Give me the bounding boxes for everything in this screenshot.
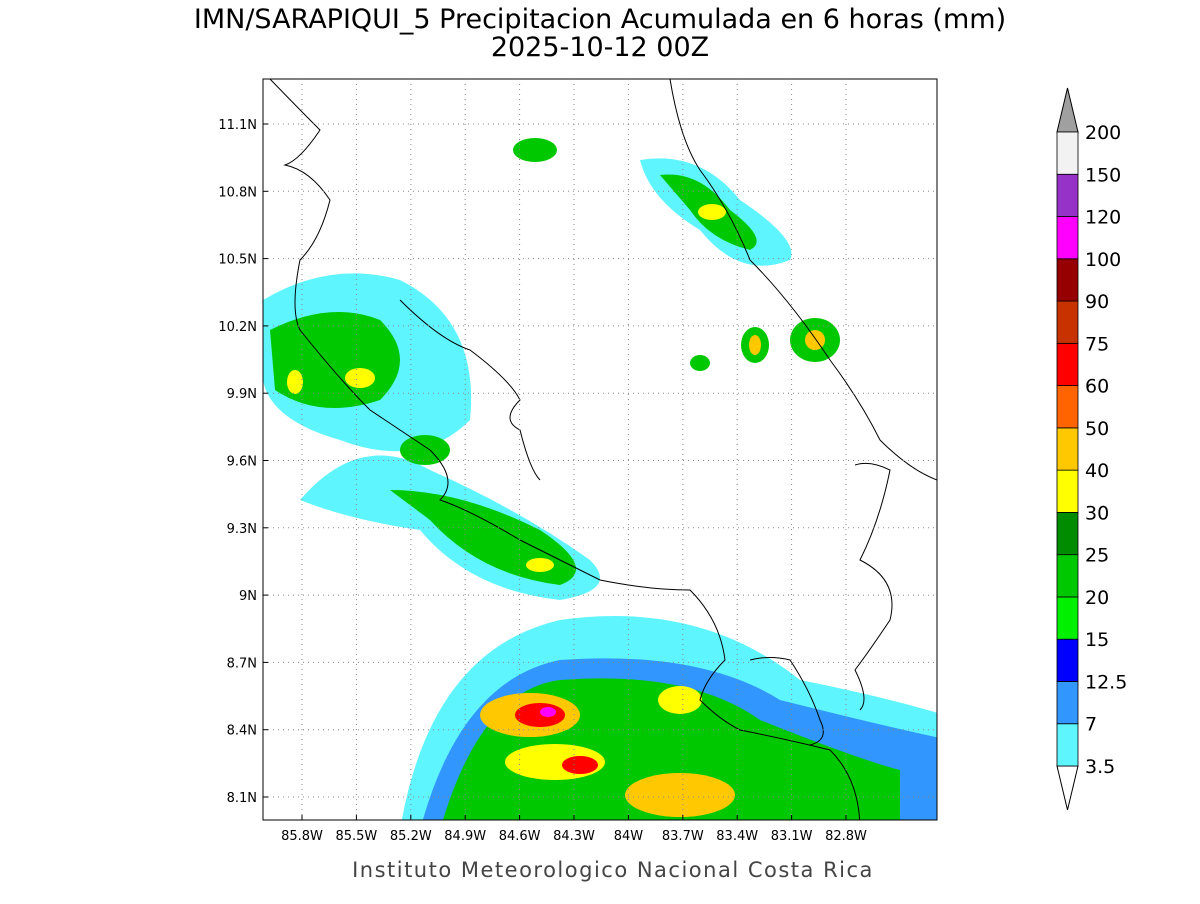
colorbar-swatch xyxy=(1056,512,1079,556)
lon-label: 84.6W xyxy=(499,829,541,844)
colorbar-label: 7 xyxy=(1085,714,1097,736)
lat-label: 11.1N xyxy=(218,118,257,133)
colorbar-label: 3.5 xyxy=(1085,756,1115,778)
precipitation-field xyxy=(263,138,937,820)
lon-label: 82.8W xyxy=(825,829,867,844)
coastlines xyxy=(269,79,937,820)
colorbar-upper-arrow xyxy=(1056,87,1079,133)
lat-label: 10.2N xyxy=(218,320,257,335)
colorbar-label: 50 xyxy=(1085,418,1109,440)
lat-label: 8.4N xyxy=(227,724,257,739)
colorbar-label: 40 xyxy=(1085,460,1109,482)
lon-label: 84.3W xyxy=(553,829,595,844)
colorbar-swatch xyxy=(1056,173,1079,217)
colorbar-label: 150 xyxy=(1085,164,1121,186)
lat-label: 9.3N xyxy=(227,522,257,537)
colorbar-lower-arrow xyxy=(1056,765,1079,811)
map-frame xyxy=(262,78,938,821)
lon-label: 85.2W xyxy=(390,829,432,844)
colorbar-swatch xyxy=(1056,554,1079,598)
lat-label: 8.7N xyxy=(227,656,257,671)
lat-label: 10.8N xyxy=(218,185,257,200)
colorbar-label: 75 xyxy=(1085,333,1109,355)
lon-label: 84W xyxy=(614,829,644,844)
colorbar-swatch xyxy=(1056,596,1079,640)
lat-label: 9N xyxy=(239,589,257,604)
colorbar-swatch xyxy=(1056,427,1079,471)
colorbar-label: 120 xyxy=(1085,207,1121,229)
lat-label: 9.9N xyxy=(227,387,257,402)
colorbar-swatch xyxy=(1056,723,1079,767)
colorbar-swatch xyxy=(1056,638,1079,682)
colorbar-label: 30 xyxy=(1085,502,1109,524)
graticule: 11.1N 10.8N 10.5N 10.2N 9.9N 9.6N 9.3N 9N 8.7N 8.… xyxy=(218,79,937,844)
title: IMN/SARAPIQUI_5 Precipitacion Acumulada … xyxy=(194,4,1006,35)
colorbar-swatch xyxy=(1056,681,1079,725)
colorbar-swatch xyxy=(1056,131,1079,175)
colorbar-label: 90 xyxy=(1085,291,1109,313)
lon-label: 83.7W xyxy=(662,829,704,844)
lon-label: 83.1W xyxy=(771,829,813,844)
lat-label: 8.1N xyxy=(227,791,257,806)
colorbar-swatch xyxy=(1056,216,1079,260)
lat-label: 10.5N xyxy=(218,253,257,268)
lon-label: 85.5W xyxy=(335,829,377,844)
lon-label: 84.9W xyxy=(444,829,486,844)
colorbar-label: 20 xyxy=(1085,587,1109,609)
colorbar-swatch xyxy=(1056,258,1079,302)
lon-label: 83.4W xyxy=(716,829,758,844)
lon-label: 85.8W xyxy=(281,829,323,844)
colorbar-swatch xyxy=(1056,469,1079,513)
colorbar-label: 100 xyxy=(1085,249,1121,271)
colorbar-swatch xyxy=(1056,385,1079,429)
lat-label: 9.6N xyxy=(227,455,257,470)
footer: Instituto Meteorologico Nacional Costa R… xyxy=(352,858,874,882)
colorbar-label: 200 xyxy=(1085,122,1121,144)
colorbar-label: 60 xyxy=(1085,376,1109,398)
colorbar-swatch xyxy=(1056,342,1079,387)
colorbar: 3.5 7 12.5 15 20 25 30 40 50 60 75 90 100 120 150 200 xyxy=(1056,87,1127,811)
colorbar-label: 25 xyxy=(1085,545,1109,567)
subtitle: 2025-10-12 00Z xyxy=(491,32,709,63)
colorbar-label: 12.5 xyxy=(1085,671,1127,693)
colorbar-swatch xyxy=(1056,300,1079,344)
colorbar-label: 15 xyxy=(1085,629,1109,651)
